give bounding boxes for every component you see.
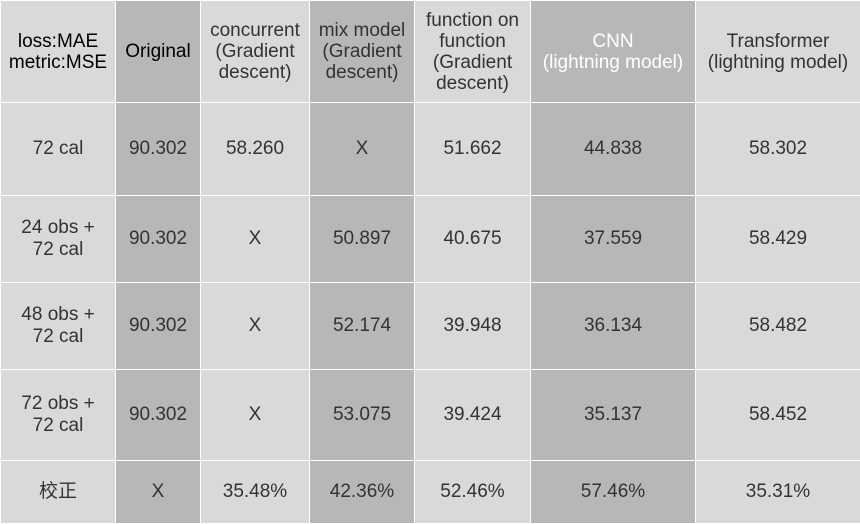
header-function-on-function: function on function (Gradient descent): [415, 1, 531, 103]
cell-concurrent: X: [201, 370, 310, 461]
cell-original: 90.302: [116, 103, 201, 196]
header-line: (Gradient: [312, 41, 412, 62]
cell-cnn: 36.134: [531, 283, 696, 370]
cell-transformer: 58.482: [696, 283, 860, 370]
header-line: (Gradient: [203, 41, 307, 62]
header-line: (lightning model): [533, 52, 693, 73]
cell-cnn: 37.559: [531, 196, 696, 283]
cell-concurrent: 35.48%: [201, 461, 310, 524]
table-row: 72 cal 90.302 58.260 X 51.662 44.838 58.…: [1, 103, 860, 196]
header-line: function on: [417, 10, 528, 31]
header-line: (Gradient: [417, 52, 528, 73]
cell-mix-model: 52.174: [310, 283, 415, 370]
cell-original: 90.302: [116, 370, 201, 461]
header-line: function: [417, 31, 528, 52]
row-label-line: 48 obs +: [3, 304, 113, 326]
header-transformer: Transformer (lightning model): [696, 1, 860, 103]
cell-mix-model: 42.36%: [310, 461, 415, 524]
table-row: 校正 X 35.48% 42.36% 52.46% 57.46% 35.31%: [1, 461, 860, 524]
row-label-line: 校正: [3, 481, 113, 503]
cell-mix-model: 53.075: [310, 370, 415, 461]
cell-original: 90.302: [116, 196, 201, 283]
cell-transformer: 58.452: [696, 370, 860, 461]
header-line: Transformer: [698, 31, 858, 52]
table-row: 48 obs + 72 cal 90.302 X 52.174 39.948 3…: [1, 283, 860, 370]
header-original: Original: [116, 1, 201, 103]
cell-original: X: [116, 461, 201, 524]
header-line: mix model: [312, 20, 412, 41]
cell-mix-model: X: [310, 103, 415, 196]
header-corner-line: metric:MSE: [3, 52, 113, 73]
row-label: 24 obs + 72 cal: [1, 196, 116, 283]
cell-concurrent: X: [201, 196, 310, 283]
cell-function-on-function: 39.948: [415, 283, 531, 370]
cell-transformer: 35.31%: [696, 461, 860, 524]
table-row: 72 obs + 72 cal 90.302 X 53.075 39.424 3…: [1, 370, 860, 461]
header-cnn: CNN (lightning model): [531, 1, 696, 103]
header-line: (lightning model): [698, 52, 858, 73]
cell-function-on-function: 40.675: [415, 196, 531, 283]
header-line: descent): [203, 62, 307, 83]
row-label-line: 72 cal: [3, 239, 113, 261]
row-label: 72 obs + 72 cal: [1, 370, 116, 461]
row-label: 校正: [1, 461, 116, 524]
cell-concurrent: 58.260: [201, 103, 310, 196]
header-line: CNN: [533, 31, 693, 52]
cell-cnn: 44.838: [531, 103, 696, 196]
row-label-line: 72 obs +: [3, 393, 113, 415]
cell-function-on-function: 51.662: [415, 103, 531, 196]
cell-transformer: 58.302: [696, 103, 860, 196]
header-original-label: Original: [118, 41, 198, 62]
cell-cnn: 57.46%: [531, 461, 696, 524]
header-corner-cell: loss:MAE metric:MSE: [1, 1, 116, 103]
cell-original: 90.302: [116, 283, 201, 370]
cell-concurrent: X: [201, 283, 310, 370]
header-row: loss:MAE metric:MSE Original concurrent …: [1, 1, 860, 103]
header-line: descent): [312, 62, 412, 83]
header-corner-line: loss:MAE: [3, 31, 113, 52]
cell-cnn: 35.137: [531, 370, 696, 461]
header-line: descent): [417, 73, 528, 94]
row-label-line: 72 cal: [3, 415, 113, 437]
cell-mix-model: 50.897: [310, 196, 415, 283]
cell-function-on-function: 52.46%: [415, 461, 531, 524]
row-label: 72 cal: [1, 103, 116, 196]
row-label: 48 obs + 72 cal: [1, 283, 116, 370]
table-row: 24 obs + 72 cal 90.302 X 50.897 40.675 3…: [1, 196, 860, 283]
cell-transformer: 58.429: [696, 196, 860, 283]
row-label-line: 72 cal: [3, 326, 113, 348]
header-concurrent: concurrent (Gradient descent): [201, 1, 310, 103]
header-line: concurrent: [203, 20, 307, 41]
row-label-line: 24 obs +: [3, 217, 113, 239]
row-label-line: 72 cal: [3, 138, 113, 160]
header-mix-model: mix model (Gradient descent): [310, 1, 415, 103]
cell-function-on-function: 39.424: [415, 370, 531, 461]
